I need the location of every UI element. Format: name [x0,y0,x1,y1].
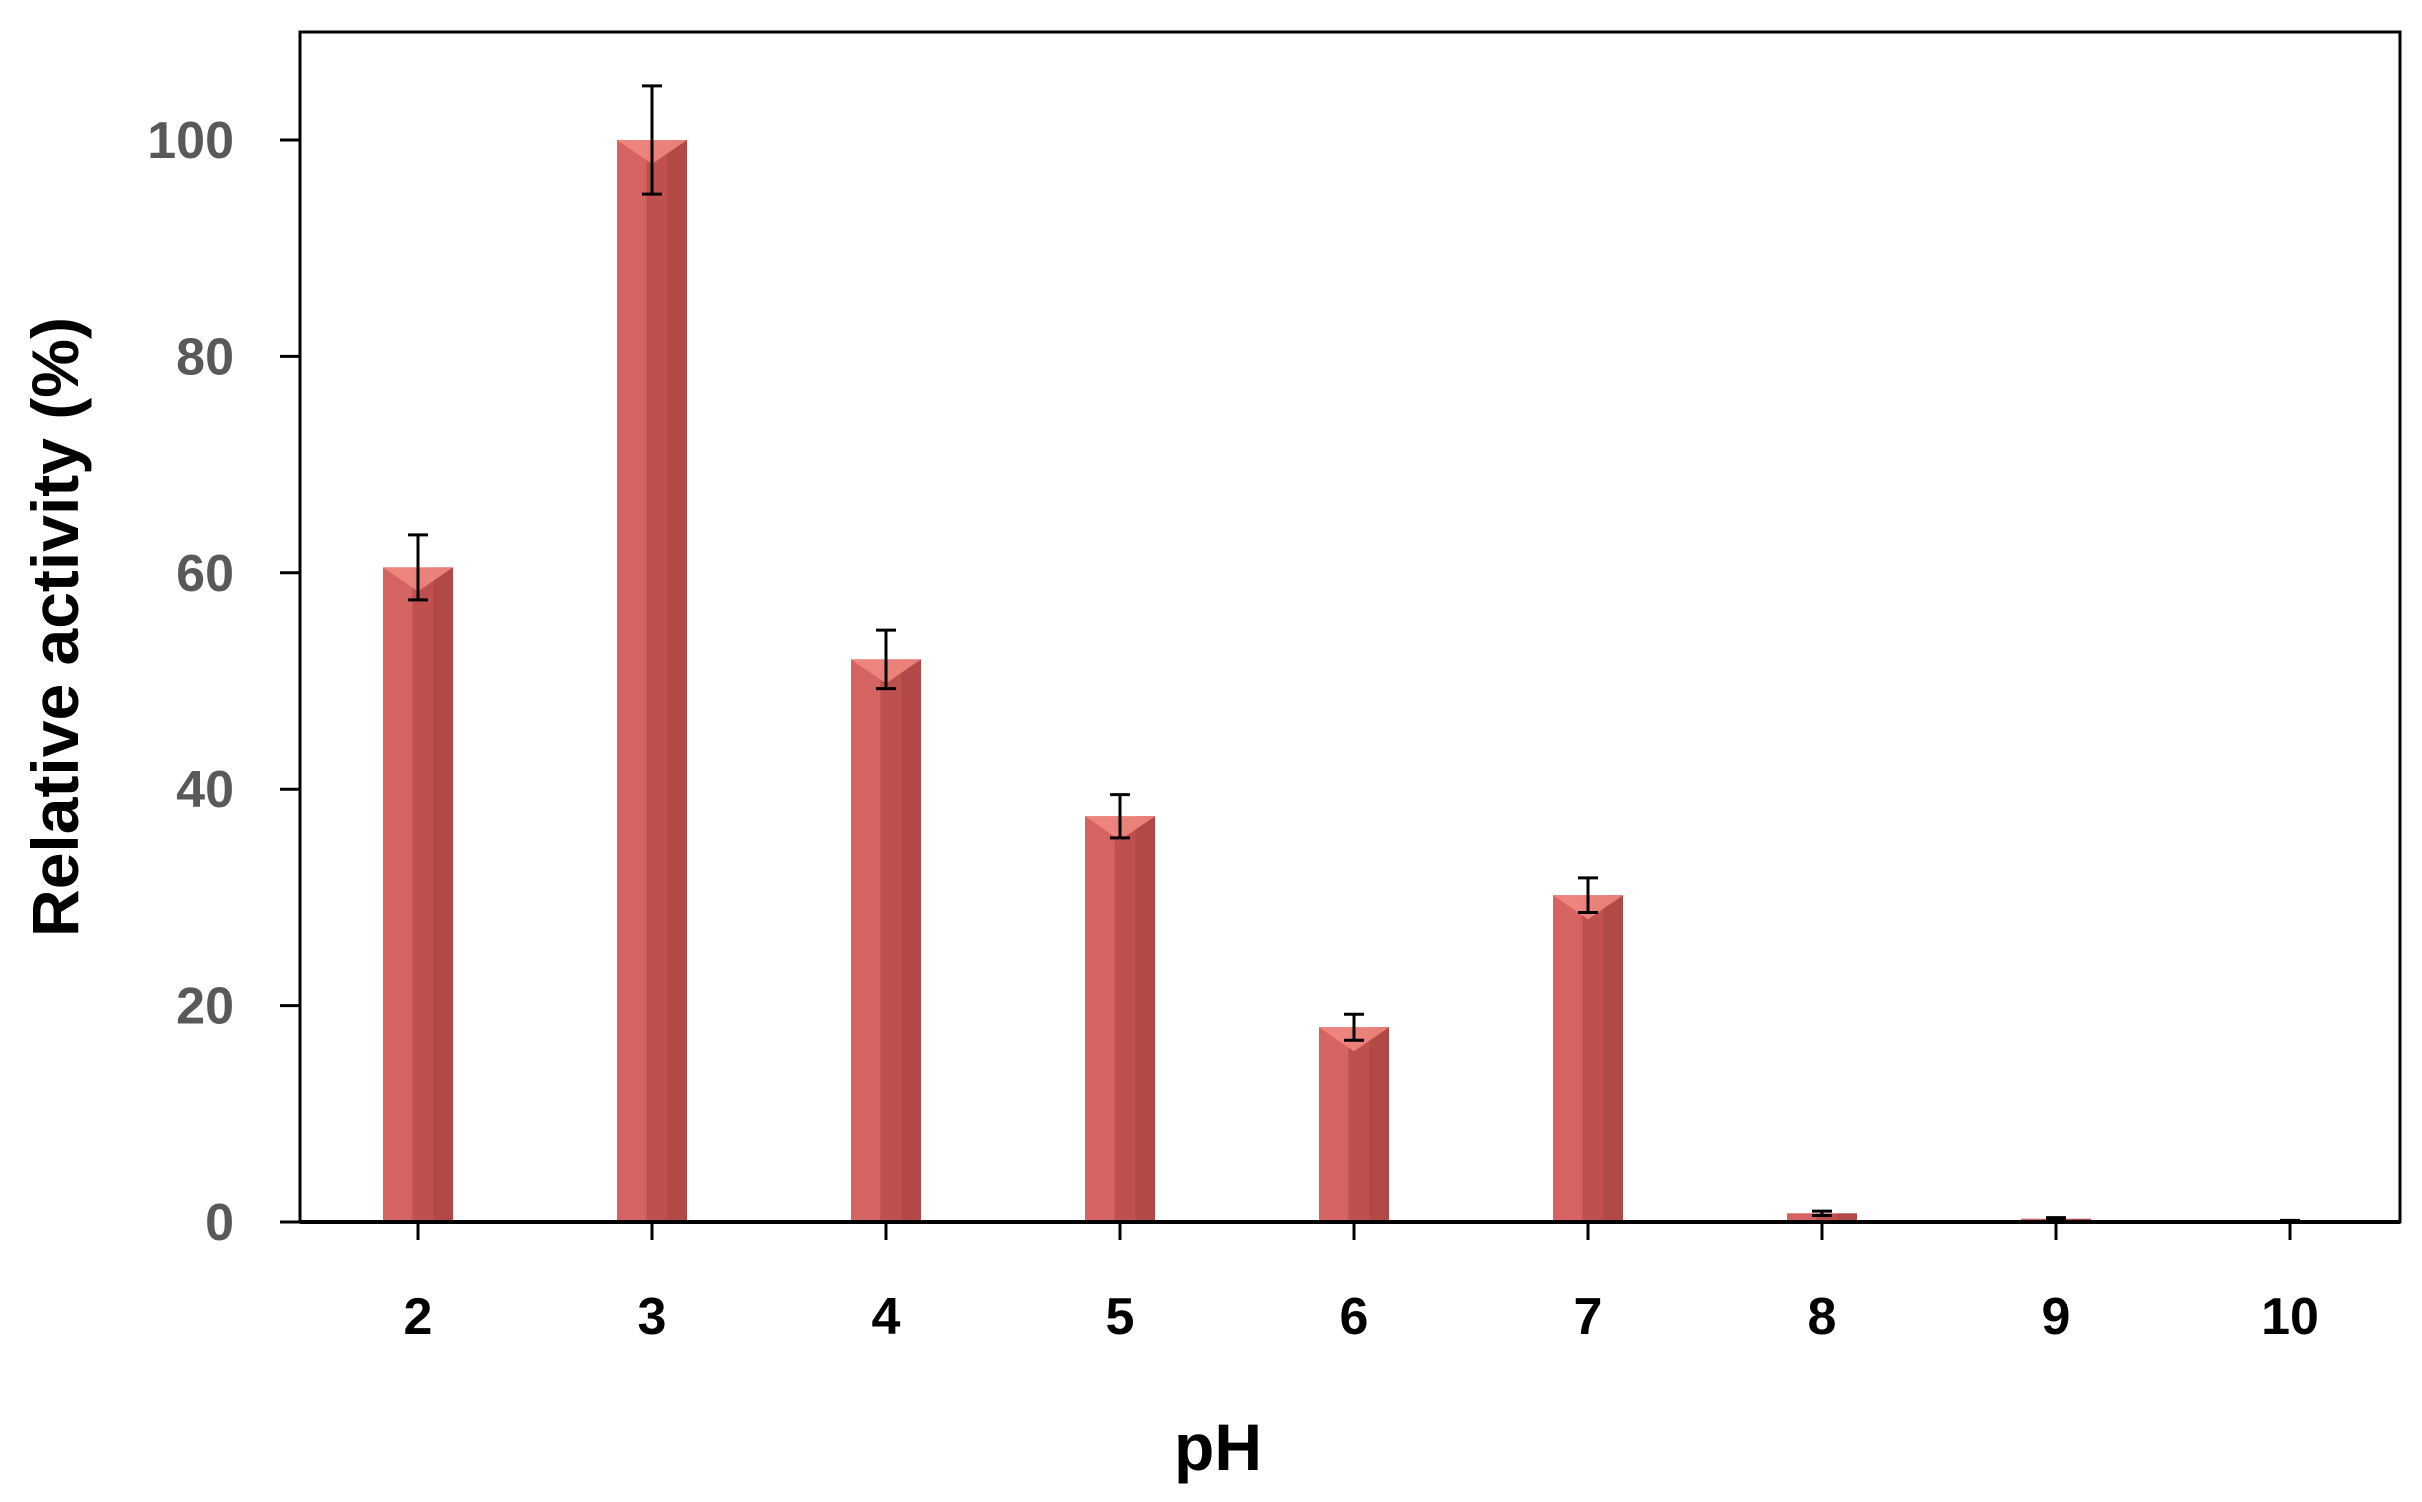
x-tick-label: 6 [1340,1288,1369,1346]
bar-shade [901,659,921,1222]
bar-highlight [383,567,413,1222]
y-tick-label: 0 [205,1194,234,1252]
bar-highlight [851,659,881,1222]
bar-7 [1553,895,1623,1222]
bar-highlight [1787,1213,1817,1222]
x-axis-title: pH [1174,1410,1262,1484]
bar-highlight [617,140,647,1222]
bar-shade [433,567,453,1222]
x-tick-label: 7 [1574,1288,1603,1346]
y-tick-label: 20 [176,978,234,1036]
bar-shade [1603,895,1623,1222]
x-tick-label: 5 [1106,1288,1135,1346]
bar-3 [617,140,687,1222]
bar-highlight [1085,816,1115,1222]
x-tick-label: 8 [1808,1288,1837,1346]
bar-highlight [1553,895,1583,1222]
y-tick-label: 60 [176,545,234,603]
error-bar-9 [2046,1216,2066,1222]
y-tick-label: 80 [176,328,234,386]
x-tick-label: 2 [404,1288,433,1346]
bar-shade [1837,1213,1857,1222]
y-axis-title: Relative activity (%) [18,317,92,937]
error-bar-2 [408,533,428,602]
bars-layer [383,140,2325,1222]
x-tick-label: 9 [2042,1288,2071,1346]
y-tick-label: 40 [176,761,234,819]
error-bar-5 [1110,793,1130,840]
bar-shade [1135,816,1155,1222]
error-bar-3 [642,84,662,196]
bar-8 [1787,1213,1857,1222]
bar-highlight [1319,1027,1349,1222]
x-ticks-layer: 2 3 4 5 6 7 8 9 10 [404,1222,2319,1346]
bar-2 [383,567,453,1222]
bar-4 [851,659,921,1222]
x-tick-label: 4 [872,1288,901,1346]
bar-shade [667,140,687,1222]
bar-shade [1369,1027,1389,1222]
error-bar-4 [876,628,896,691]
error-bars-layer [408,84,2300,1223]
x-tick-label: 3 [638,1288,667,1346]
error-bar-8 [1812,1209,1832,1218]
error-bar-7 [1578,876,1598,915]
y-tick-label: 100 [147,112,234,170]
error-bar-6 [1344,1012,1364,1042]
bar-6 [1319,1027,1389,1222]
y-ticks-layer: 0 20 40 60 80 100 [147,112,300,1252]
bar-body [1787,1213,1857,1222]
x-tick-label: 10 [2261,1288,2319,1346]
bar-5 [1085,816,1155,1222]
